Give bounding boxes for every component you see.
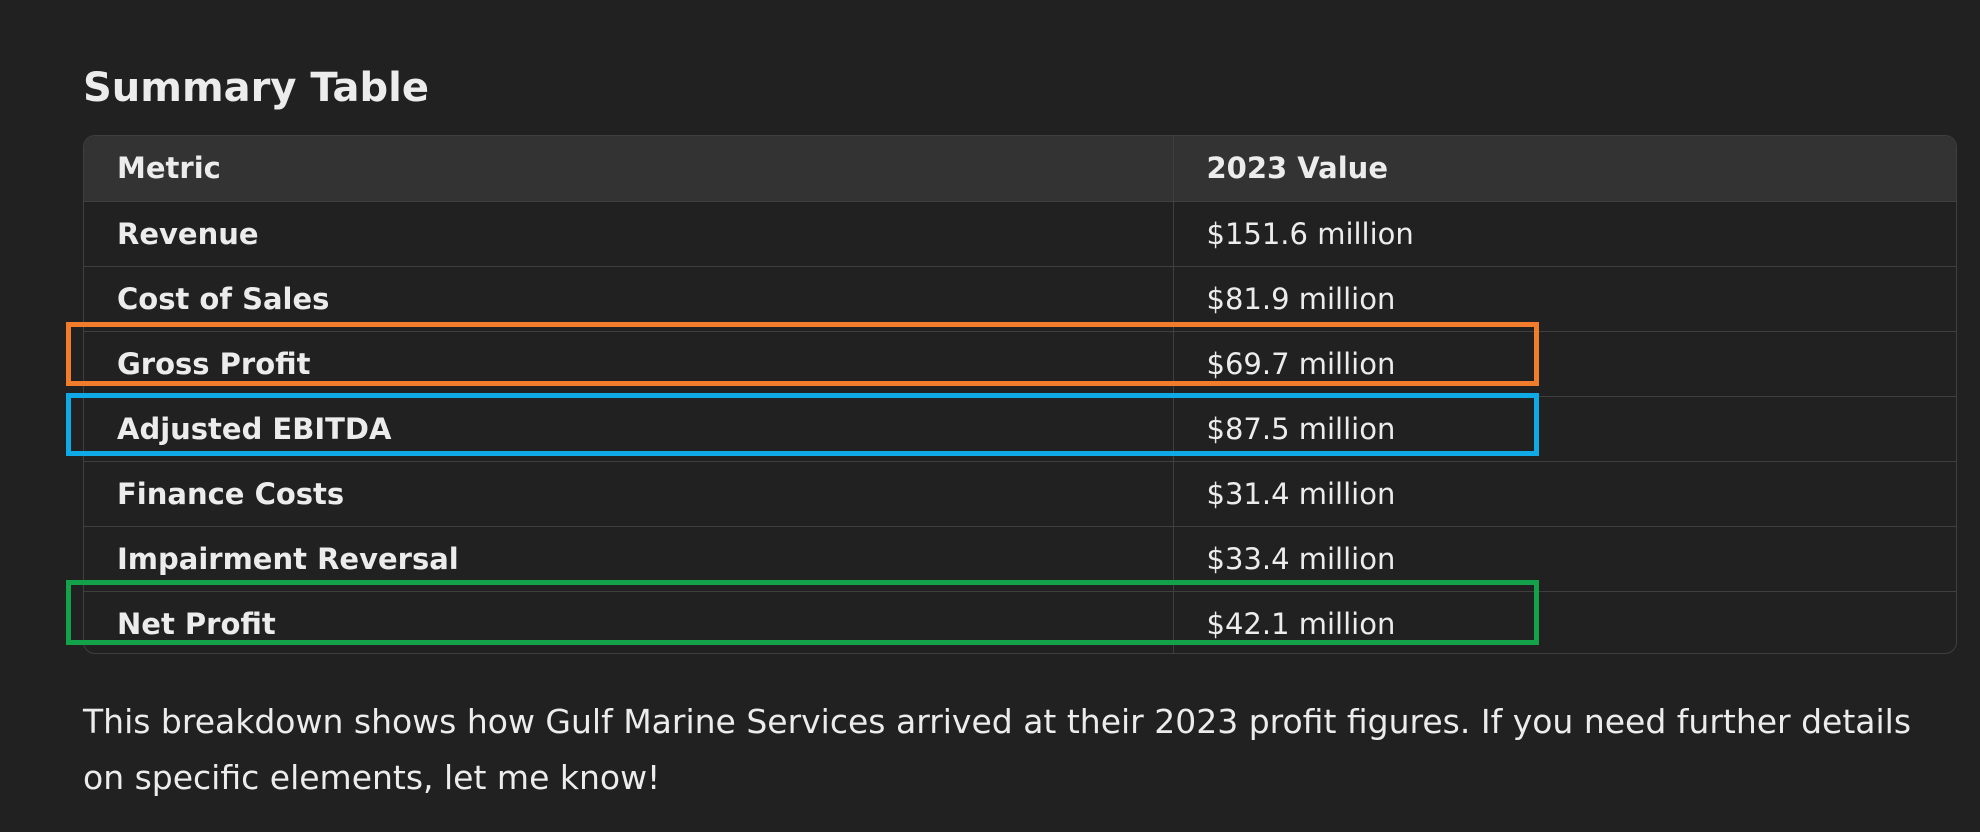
table-row-cost-of-sales: Cost of Sales $81.9 million xyxy=(84,266,1956,332)
table-row-adjusted-ebitda: Adjusted EBITDA $87.5 million xyxy=(84,396,1956,462)
value-cell: $69.7 million xyxy=(1173,331,1956,397)
metric-cell: Gross Profit xyxy=(84,331,1174,397)
metric-cell: Revenue xyxy=(84,201,1174,267)
column-header-value: 2023 Value xyxy=(1173,136,1956,202)
metric-cell: Cost of Sales xyxy=(84,266,1174,332)
value-cell: $81.9 million xyxy=(1173,266,1956,332)
table-row-net-profit: Net Profit $42.1 million xyxy=(84,591,1956,653)
value-cell: $33.4 million xyxy=(1173,526,1956,592)
summary-table: Metric 2023 Value Revenue $151.6 million… xyxy=(83,135,1957,654)
metric-cell: Net Profit xyxy=(84,591,1174,653)
closing-message: This breakdown shows how Gulf Marine Ser… xyxy=(83,702,1912,797)
value-cell: $31.4 million xyxy=(1173,461,1956,527)
metric-cell: Finance Costs xyxy=(84,461,1174,527)
value-cell: $42.1 million xyxy=(1206,606,1396,641)
metric-cell: Impairment Reversal xyxy=(84,526,1174,592)
table-row-gross-profit: Gross Profit $69.7 million xyxy=(84,331,1956,397)
column-header-metric: Metric xyxy=(84,136,1174,202)
metric-cell: Adjusted EBITDA xyxy=(84,396,1174,462)
summary-table-heading: Summary Table xyxy=(83,65,429,111)
table-row-finance-costs: Finance Costs $31.4 million xyxy=(84,461,1956,527)
table-row-revenue: Revenue $151.6 million xyxy=(84,201,1956,267)
table-row-impairment-reversal: Impairment Reversal $33.4 million xyxy=(84,526,1956,592)
value-cell: $151.6 million xyxy=(1173,201,1956,267)
value-cell: $87.5 million xyxy=(1173,396,1956,462)
table-header-row: Metric 2023 Value xyxy=(84,136,1956,202)
